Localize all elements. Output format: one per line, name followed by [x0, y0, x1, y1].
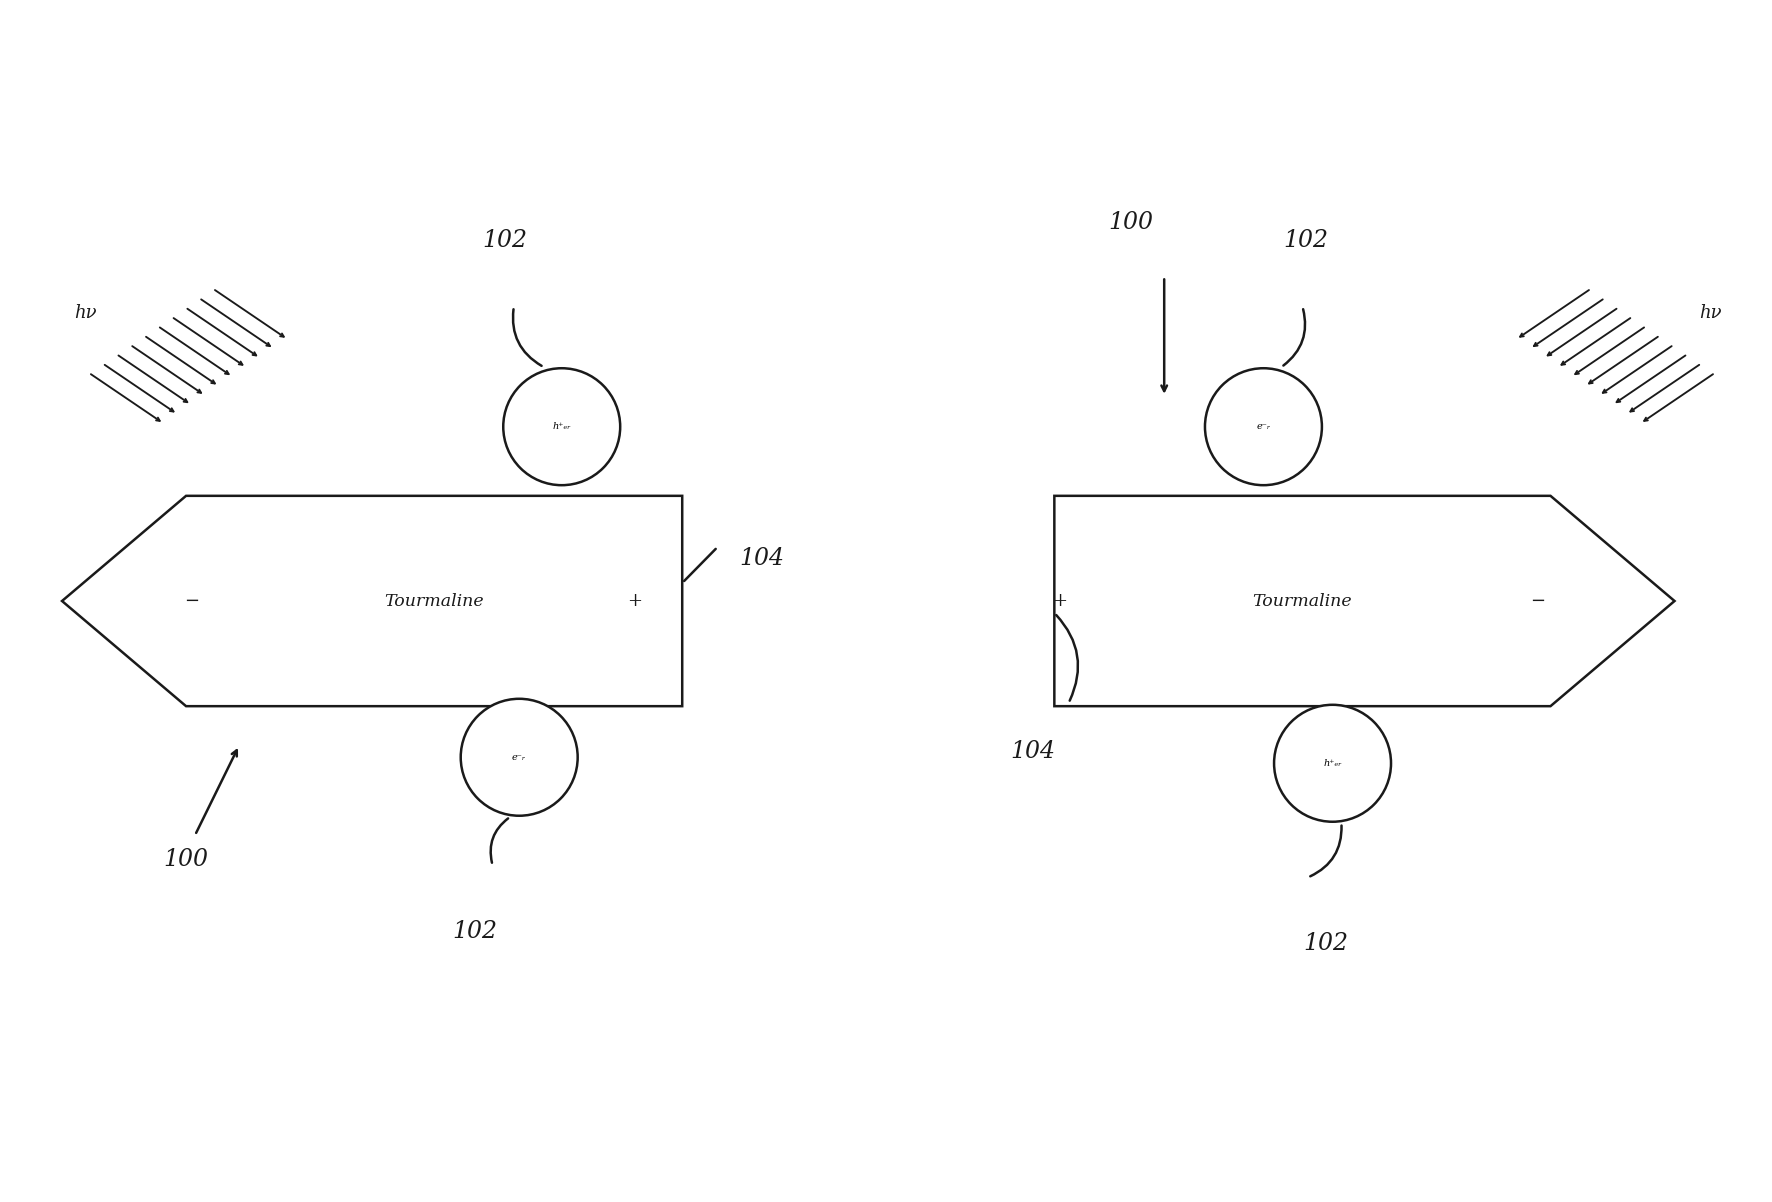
Text: 100: 100	[163, 847, 209, 871]
Text: hν: hν	[1699, 304, 1721, 321]
Text: h⁺ₑᵣ: h⁺ₑᵣ	[1324, 758, 1341, 768]
Text: 102: 102	[1302, 932, 1348, 956]
Text: 102: 102	[1283, 228, 1329, 252]
Text: 104: 104	[1010, 739, 1056, 763]
Ellipse shape	[503, 368, 620, 486]
Ellipse shape	[1205, 368, 1322, 486]
Text: e⁻ᵣ: e⁻ᵣ	[512, 752, 526, 762]
Text: −: −	[184, 593, 198, 609]
Text: h⁺ₑᵣ: h⁺ₑᵣ	[553, 422, 571, 432]
Text: 102: 102	[452, 920, 498, 944]
Text: e⁻ᵣ: e⁻ᵣ	[1256, 422, 1271, 432]
Text: +: +	[1053, 593, 1067, 609]
Text: Tourmaline: Tourmaline	[385, 593, 484, 609]
Text: 102: 102	[482, 228, 528, 252]
Text: +: +	[627, 593, 641, 609]
Text: Tourmaline: Tourmaline	[1253, 593, 1352, 609]
Text: 100: 100	[1108, 210, 1154, 234]
Text: −: −	[1531, 593, 1545, 609]
Ellipse shape	[1274, 704, 1391, 822]
Text: 104: 104	[739, 547, 785, 571]
Text: hν: hν	[74, 304, 96, 321]
Ellipse shape	[461, 698, 578, 816]
